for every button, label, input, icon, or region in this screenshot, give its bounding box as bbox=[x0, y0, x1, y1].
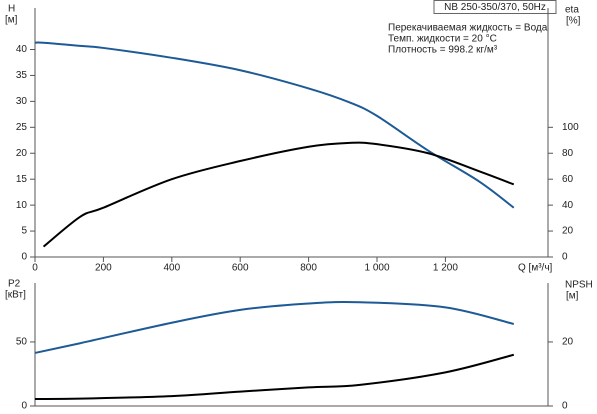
y2-tick-label: 100 bbox=[562, 122, 579, 133]
y-axis-unit: [кВт] bbox=[5, 290, 26, 301]
y-tick-label: 30 bbox=[16, 96, 28, 107]
title-box bbox=[433, 0, 557, 14]
y2-tick-label: 20 bbox=[562, 226, 574, 237]
curve bbox=[34, 353, 515, 400]
x-tick-label: 1 200 bbox=[433, 263, 458, 274]
y-tick-label: 15 bbox=[16, 174, 28, 185]
y-axis-label: P2 bbox=[8, 279, 21, 290]
curve bbox=[34, 300, 515, 354]
y2-tick-label: 80 bbox=[562, 148, 574, 159]
y2-tick-label: 0 bbox=[562, 401, 568, 412]
y-tick-label: 35 bbox=[16, 70, 28, 81]
x-axis-label: Q [м³/ч] bbox=[518, 263, 553, 274]
y-tick-label: 0 bbox=[21, 252, 27, 263]
y2-tick-label: 40 bbox=[562, 200, 574, 211]
y2-axis-unit: [%] bbox=[566, 16, 581, 27]
y-tick-label: 50 bbox=[16, 337, 28, 348]
annotation: Перекачиваемая жидкость = Вода bbox=[388, 23, 548, 34]
y2-axis-unit: [м] bbox=[566, 291, 579, 302]
y-axis-label: H bbox=[8, 4, 15, 15]
y-tick-label: 20 bbox=[16, 148, 28, 159]
x-tick-label: 400 bbox=[163, 263, 180, 274]
y2-tick-label: 0 bbox=[562, 252, 568, 263]
y-tick-label: 0 bbox=[21, 401, 27, 412]
x-tick-label: 600 bbox=[232, 263, 249, 274]
y2-axis-label: eta bbox=[565, 5, 579, 16]
annotation: Плотность = 998.2 кг/м³ bbox=[388, 45, 498, 56]
y-tick-label: 10 bbox=[16, 200, 28, 211]
chart-title: NB 250-350/370, 50Hz bbox=[444, 2, 546, 13]
y-axis-unit: [м] bbox=[5, 15, 18, 26]
annotation: Темп. жидкости = 20 °C bbox=[388, 34, 497, 45]
y-tick-label: 25 bbox=[16, 122, 28, 133]
y2-tick-label: 60 bbox=[562, 174, 574, 185]
x-tick-label: 0 bbox=[32, 263, 38, 274]
y2-axis-label: NPSH bbox=[565, 280, 593, 291]
y2-tick-label: 20 bbox=[562, 337, 574, 348]
x-tick-label: 1 000 bbox=[364, 263, 389, 274]
y-tick-label: 40 bbox=[16, 44, 28, 55]
y-tick-label: 5 bbox=[21, 226, 27, 237]
curve bbox=[42, 141, 515, 248]
x-tick-label: 800 bbox=[300, 263, 317, 274]
curve bbox=[34, 41, 515, 209]
x-tick-label: 200 bbox=[95, 263, 112, 274]
